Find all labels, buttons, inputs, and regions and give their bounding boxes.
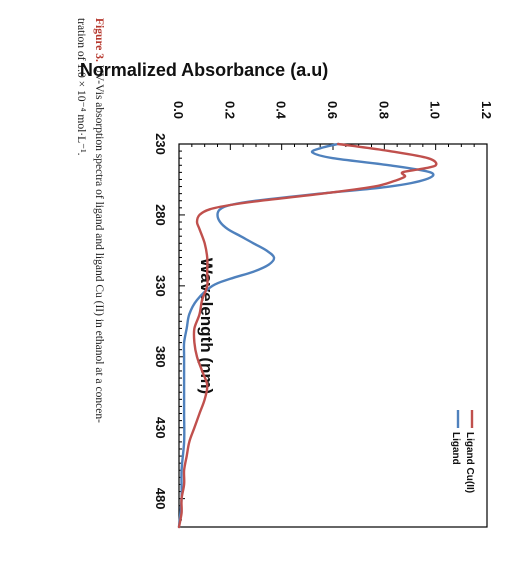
y-axis-title: Normalized Absorbance (a.u) [80,60,328,80]
y-tick-label: 0.2 [222,101,237,119]
series-layer [177,142,438,529]
x-tick-labels: 230 280 330 380 430 480 [153,133,168,509]
y-tick-label: 0.6 [325,101,340,119]
legend: Ligand Cu(II) Ligand [450,410,475,493]
legend-label-ligand: Ligand [450,432,461,465]
figure-caption-label: Figure 3. [93,18,105,62]
y-tick-label: 1.2 [479,101,494,119]
x-axis-title: Wavelength (nm) [197,258,216,394]
y-tick-label: 1.0 [428,101,443,119]
x-tick-label: 380 [153,346,168,368]
y-tick-labels: 0.0 0.2 0.4 0.6 0.8 1.0 1.2 [171,101,494,120]
figure-caption-line-2: tration of 1.0 × 10⁻⁴ mol·L⁻¹. [75,18,87,156]
y-tick-label: 0.8 [376,101,391,119]
plot-frame [178,143,488,528]
x-tick-label: 480 [153,488,168,510]
minor-ticks [178,143,488,528]
figure-caption-line-1: Figure 3. UV-Vis absorption spectra of l… [93,18,105,423]
series-line-ligand-cu [177,142,438,529]
x-tick-label: 280 [153,204,168,226]
y-tick-label: 0.0 [171,101,186,119]
series-line-ligand [177,142,435,529]
x-tick-label: 330 [153,275,168,297]
figure-caption-body: UV-Vis absorption spectra of ligand and … [93,62,105,423]
y-tick-label: 0.4 [274,101,289,120]
x-tick-label: 430 [153,417,168,439]
x-tick-label: 230 [153,133,168,155]
legend-label-ligand-cu: Ligand Cu(II) [464,432,475,493]
